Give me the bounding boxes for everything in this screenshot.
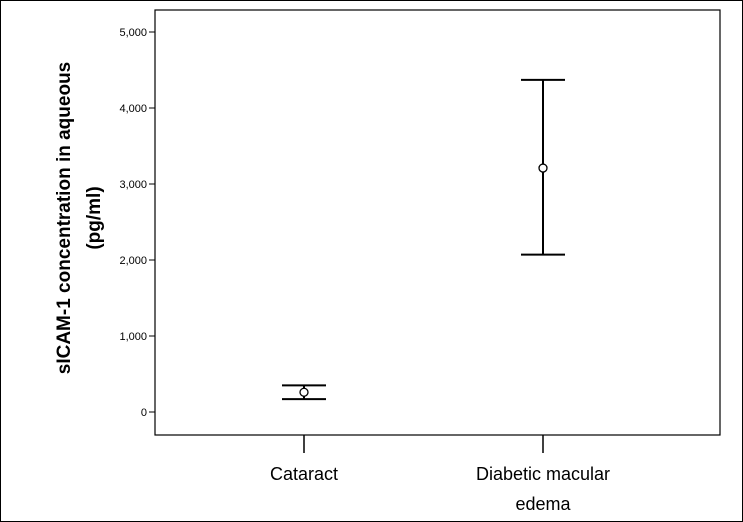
y-axis: 0 1,000 2,000 3,000 4,000 5,000: [119, 27, 155, 419]
y-axis-title-line: sICAM-1 concentration in aqueous: [54, 62, 75, 374]
y-axis-title: sICAM-1 concentration in aqueous (pg/ml): [54, 62, 105, 374]
mean-marker: [299, 387, 309, 397]
y-tick-label: 3,000: [119, 179, 147, 191]
x-category-label: Cataract: [270, 464, 338, 484]
error-bar: [521, 78, 565, 256]
x-category-label: Diabetic macular: [476, 464, 610, 484]
x-axis: Cataract Diabetic macular edema: [270, 435, 610, 514]
y-tick-label: 1,000: [119, 331, 147, 343]
y-tick-label: 0: [141, 407, 147, 419]
y-tick-label: 5,000: [119, 27, 147, 39]
error-bars: [282, 78, 565, 401]
y-tick-label: 4,000: [119, 103, 147, 115]
error-bar: [282, 384, 326, 401]
y-axis-title-line: (pg/ml): [84, 186, 105, 249]
mean-marker: [538, 163, 548, 173]
y-tick-label: 2,000: [119, 255, 147, 267]
x-category-label: edema: [515, 494, 571, 514]
plot-area: [154, 9, 721, 436]
